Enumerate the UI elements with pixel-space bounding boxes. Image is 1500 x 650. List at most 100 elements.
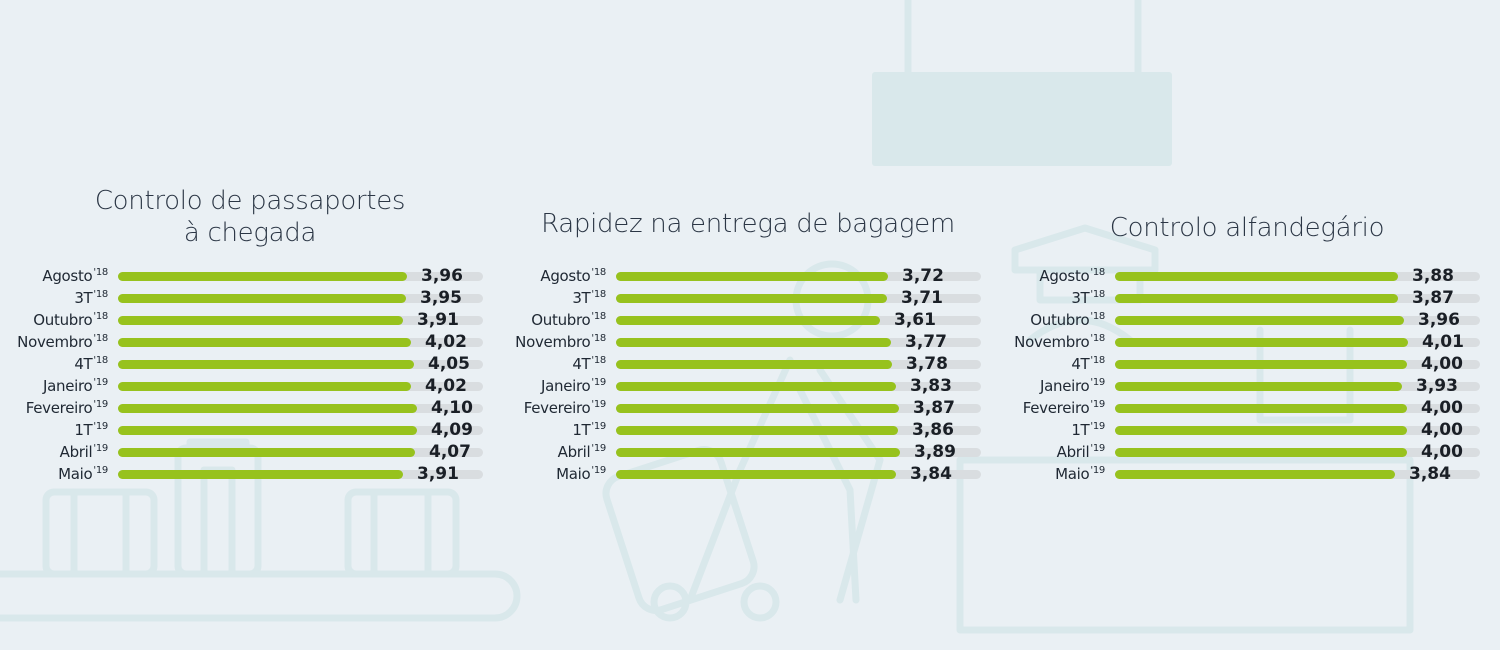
category-year: '19 (591, 443, 606, 454)
bar-row: Novembro'18 4,02 (0, 331, 500, 353)
data-label: 3,96 (421, 266, 463, 286)
category-year: '18 (93, 333, 108, 344)
category-label: 3T'18 (572, 287, 606, 309)
category-name: 4T (1071, 355, 1090, 373)
category-name: Agosto (42, 267, 93, 285)
bar (1115, 272, 1398, 281)
category-label: Novembro'18 (1014, 331, 1105, 353)
bar-row: Fevereiro'19 4,10 (0, 397, 500, 419)
category-label: Outubro'18 (531, 309, 606, 331)
category-label: Agosto'18 (1039, 265, 1105, 287)
category-year: '18 (591, 289, 606, 300)
bar (118, 272, 407, 281)
category-name: Agosto (1039, 267, 1090, 285)
bar (1115, 316, 1404, 325)
data-label: 4,00 (1421, 398, 1463, 418)
data-label: 3,93 (1416, 376, 1458, 396)
category-year: '19 (591, 377, 606, 388)
bar-track (616, 316, 981, 325)
category-label: 4T'18 (572, 353, 606, 375)
bar (118, 294, 406, 303)
category-label: Abril'19 (557, 441, 607, 463)
bar-track (118, 272, 483, 281)
data-label: 4,00 (1421, 420, 1463, 440)
bar (616, 316, 880, 325)
bar-track (616, 338, 981, 347)
bar-track (118, 294, 483, 303)
bar (118, 316, 403, 325)
bar (616, 272, 888, 281)
category-label: 1T'19 (572, 419, 606, 441)
data-label: 3,71 (901, 288, 943, 308)
bar-track (616, 404, 981, 413)
category-name: Maio (58, 465, 93, 483)
data-label: 3,96 (1418, 310, 1460, 330)
data-label: 3,77 (905, 332, 947, 352)
bar-track (118, 448, 483, 457)
bar (118, 360, 414, 369)
bar-track (118, 426, 483, 435)
data-label: 3,95 (420, 288, 462, 308)
category-label: Novembro'18 (515, 331, 606, 353)
bar (118, 382, 411, 391)
data-label: 3,87 (1412, 288, 1454, 308)
category-label: Outubro'18 (33, 309, 108, 331)
bar-row: Fevereiro'19 3,87 (498, 397, 998, 419)
category-year: '18 (93, 311, 108, 322)
data-label: 4,00 (1421, 442, 1463, 462)
category-name: 3T (1071, 289, 1090, 307)
bar (118, 426, 417, 435)
bar-row: Abril'19 4,07 (0, 441, 500, 463)
bar-row: 3T'18 3,87 (997, 287, 1497, 309)
bar-row: Novembro'18 4,01 (997, 331, 1497, 353)
bar-track (1115, 470, 1480, 479)
category-label: Janeiro'19 (1040, 375, 1105, 397)
chart-title: Controlo alfandegário (997, 212, 1497, 244)
category-year: '18 (1090, 267, 1105, 278)
bar-row: Agosto'18 3,88 (997, 265, 1497, 287)
bar (616, 470, 896, 479)
bar-track (1115, 448, 1480, 457)
data-label: 4,02 (425, 376, 467, 396)
bar-row: Maio'19 3,84 (997, 463, 1497, 485)
bar (616, 382, 896, 391)
bar-row: Maio'19 3,84 (498, 463, 998, 485)
data-label: 3,61 (894, 310, 936, 330)
category-year: '18 (93, 355, 108, 366)
chart-title: Rapidez na entrega de bagagem (498, 208, 998, 240)
bar-row: Abril'19 4,00 (997, 441, 1497, 463)
data-label: 3,86 (912, 420, 954, 440)
category-name: Abril (557, 443, 591, 461)
bar-row: 4T'18 4,05 (0, 353, 500, 375)
category-label: Novembro'18 (17, 331, 108, 353)
category-year: '18 (591, 267, 606, 278)
bar-track (1115, 316, 1480, 325)
bar (1115, 294, 1398, 303)
bar (1115, 338, 1408, 347)
bar-track (616, 360, 981, 369)
bar-track (616, 426, 981, 435)
category-name: 4T (572, 355, 591, 373)
category-label: Janeiro'19 (43, 375, 108, 397)
bar (616, 338, 891, 347)
data-label: 4,05 (428, 354, 470, 374)
bar-row: Abril'19 3,89 (498, 441, 998, 463)
category-year: '18 (591, 355, 606, 366)
category-year: '19 (591, 421, 606, 432)
category-year: '19 (93, 421, 108, 432)
bar-track (118, 360, 483, 369)
bar-track (118, 470, 483, 479)
chart-title-line: Controlo de passaportes (94, 186, 406, 216)
bar-row: Janeiro'19 3,93 (997, 375, 1497, 397)
category-name: Abril (1056, 443, 1090, 461)
category-year: '19 (1090, 377, 1105, 388)
category-label: 4T'18 (74, 353, 108, 375)
conveyor-belt-icon (0, 438, 521, 622)
bar-track (616, 470, 981, 479)
category-name: Janeiro (1039, 377, 1090, 395)
bar-row: Janeiro'19 3,83 (498, 375, 998, 397)
category-name: Maio (556, 465, 591, 483)
data-label: 3,83 (910, 376, 952, 396)
category-year: '19 (93, 377, 108, 388)
category-year: '19 (1090, 465, 1105, 476)
